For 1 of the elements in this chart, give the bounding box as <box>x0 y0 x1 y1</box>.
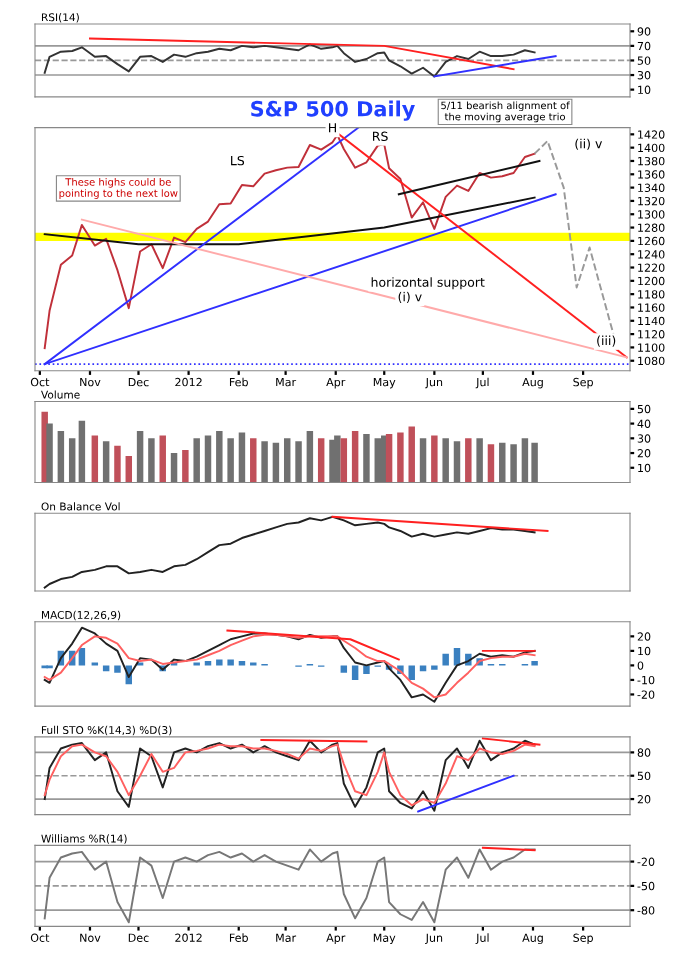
chart-title: S&P 500 Daily <box>251 100 415 121</box>
